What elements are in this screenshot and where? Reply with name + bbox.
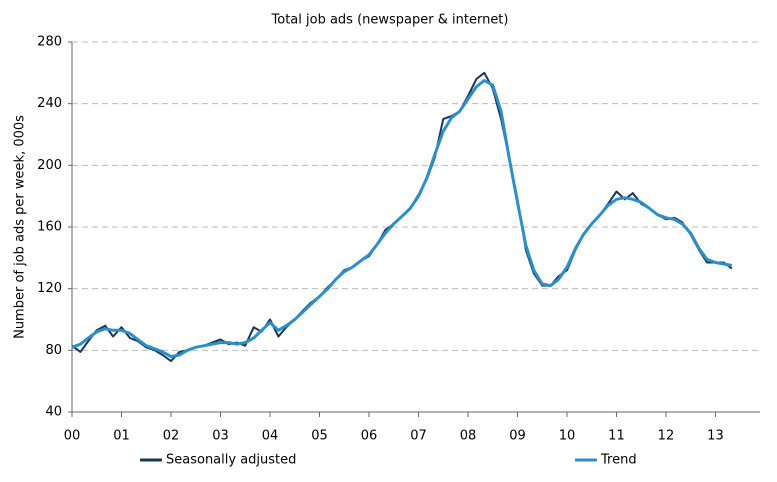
legend-label: Trend (600, 453, 637, 468)
legend-label: Seasonally adjusted (166, 453, 296, 468)
x-tick-label: 02 (163, 429, 180, 444)
y-tick-label: 280 (37, 35, 62, 50)
x-tick-label: 10 (559, 429, 576, 444)
chart-title: Total job ads (newspaper & internet) (271, 13, 509, 28)
x-tick-label: 04 (262, 429, 279, 444)
x-tick-label: 09 (509, 429, 526, 444)
y-tick-label: 80 (45, 343, 62, 358)
y-tick-label: 200 (37, 158, 62, 173)
x-tick-label: 13 (707, 429, 724, 444)
y-axis-label: Number of job ads per week, 000s (13, 115, 28, 339)
x-tick-label: 12 (658, 429, 675, 444)
x-tick-label: 00 (64, 429, 81, 444)
x-tick-label: 06 (361, 429, 378, 444)
x-tick-label: 07 (410, 429, 427, 444)
line-series (71, 79, 733, 358)
x-tick-label: 05 (311, 429, 328, 444)
x-tick-label: 01 (113, 429, 130, 444)
x-tick-label: 03 (212, 429, 229, 444)
y-tick-label: 120 (37, 281, 62, 296)
y-tick-label: 240 (37, 96, 62, 111)
y-tick-label: 40 (45, 405, 62, 420)
x-tick-label: 11 (608, 429, 625, 444)
y-tick-label: 160 (37, 220, 62, 235)
x-tick-label: 08 (460, 429, 477, 444)
